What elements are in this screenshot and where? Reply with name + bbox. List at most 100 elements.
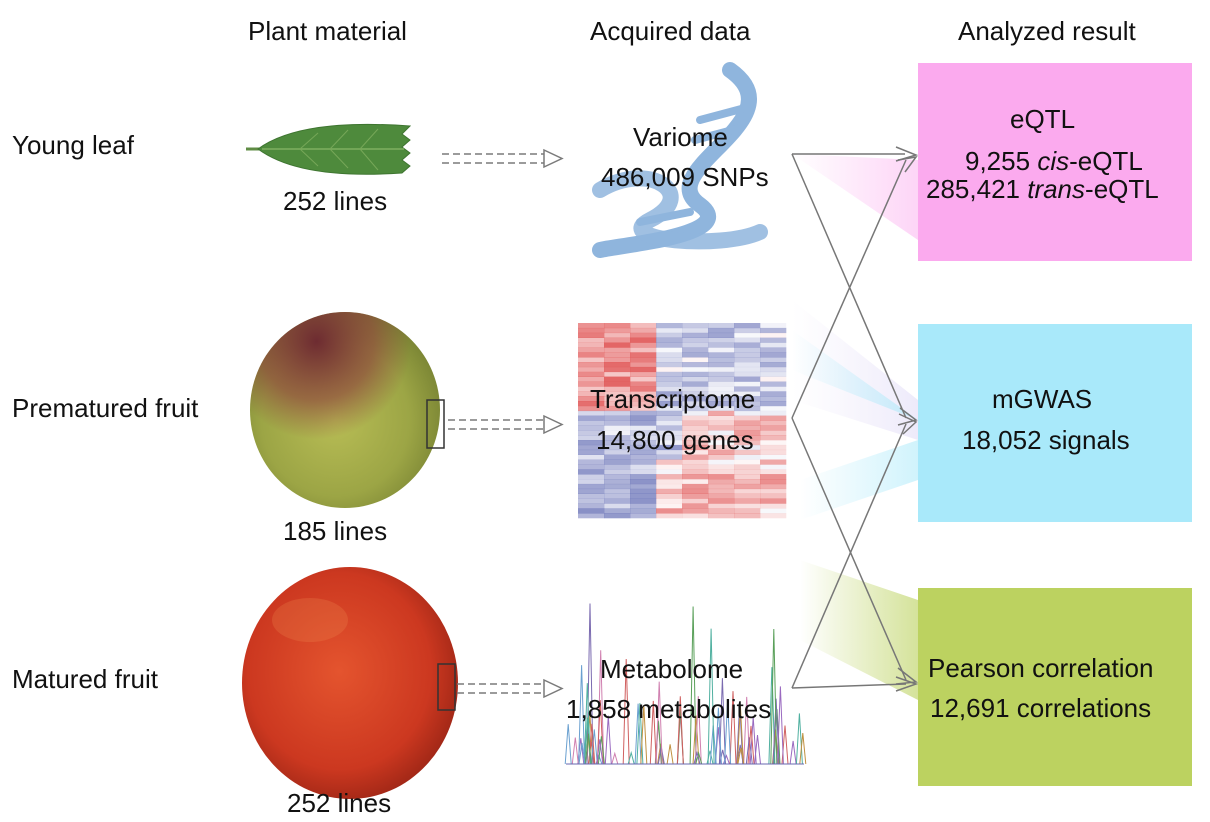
spectrum-peak	[657, 743, 665, 765]
eqtl-trans-line: 285,421 trans-eQTL	[926, 176, 1159, 202]
dashed-arrow-matured	[457, 678, 564, 699]
heatmap-cell	[734, 503, 761, 509]
spectrum-peak	[736, 702, 744, 765]
heatmap-cell	[682, 410, 709, 416]
heatmap-cell	[604, 474, 631, 480]
heatmap-cell	[682, 474, 709, 480]
heatmap-cell	[734, 376, 761, 382]
header-acquired-data: Acquired data	[590, 16, 751, 46]
heatmap-cell	[682, 420, 709, 426]
result-box-pearson	[918, 588, 1192, 786]
heatmap-cell	[708, 381, 735, 387]
heatmap-cell	[708, 386, 735, 392]
heatmap-cell	[604, 479, 631, 485]
heatmap-cell	[578, 396, 605, 402]
variome-title: Variome	[633, 122, 728, 152]
heatmap-cell	[656, 435, 683, 441]
heatmap-cell	[708, 488, 735, 494]
heatmap-cell	[734, 337, 761, 343]
heatmap-cell	[682, 435, 709, 441]
connection-fans	[792, 154, 918, 700]
heatmap-cell	[760, 405, 787, 412]
spectrum-peak	[768, 667, 776, 765]
heatmap-cell	[578, 435, 605, 441]
heatmap-cell	[708, 479, 735, 485]
heatmap-cell	[682, 483, 709, 490]
heatmap-cell	[682, 332, 709, 338]
heatmap-cell	[604, 464, 631, 470]
spectrum-peak	[676, 696, 684, 765]
heatmap-cell	[682, 376, 709, 382]
heatmap-cell	[682, 391, 709, 397]
heatmap-cell	[734, 327, 761, 334]
heatmap-cell	[656, 366, 683, 373]
heatmap-cell	[630, 362, 657, 368]
heatmap-cell	[630, 337, 657, 343]
heatmap-cell	[734, 405, 761, 412]
heatmap-cell	[578, 327, 605, 334]
heatmap-cell	[656, 342, 683, 348]
heatmap-cell	[578, 376, 605, 382]
result-box-eqtl	[918, 63, 1192, 261]
heatmap-cell	[734, 381, 761, 387]
heatmap-cell	[682, 366, 709, 373]
heatmap-cell	[656, 347, 683, 353]
spectrum-peak	[583, 683, 591, 765]
heatmap-cell	[682, 415, 709, 421]
transcriptome-count: 14,800 genes	[596, 425, 754, 455]
heatmap-cell	[578, 483, 605, 490]
heatmap-cell	[604, 401, 631, 407]
tissue-label-young-leaf: Young leaf	[12, 130, 134, 160]
heatmap-cell	[708, 410, 735, 416]
heatmap-cell	[708, 474, 735, 480]
heatmap-cell	[578, 323, 605, 329]
mass-spectrum-image	[564, 603, 807, 765]
heatmap-cell	[708, 430, 735, 436]
heatmap-cell	[734, 479, 761, 485]
heatmap-cell	[604, 391, 631, 397]
heatmap-cell	[734, 493, 761, 499]
heatmap-cell	[734, 342, 761, 348]
heatmap-cell	[682, 337, 709, 343]
tissue-label-matured-fruit: Matured fruit	[12, 664, 158, 694]
heatmap-cell	[708, 352, 735, 358]
heatmap-cell	[734, 386, 761, 392]
heatmap-cell	[604, 444, 631, 451]
heatmap-cell	[630, 381, 657, 387]
heatmap-cell	[578, 362, 605, 368]
dashed-arrow-prematured	[448, 414, 564, 435]
spectrum-peak	[627, 750, 635, 765]
heatmap-cell	[760, 459, 787, 465]
heatmap-cell	[604, 493, 631, 499]
spectrum-peak	[718, 678, 726, 765]
heatmap-cell	[682, 469, 709, 475]
heatmap-cell	[760, 469, 787, 475]
heatmap-cell	[604, 513, 631, 519]
heatmap-cell	[578, 371, 605, 377]
spectrum-peak	[640, 704, 648, 765]
spectrum-peak	[724, 700, 732, 765]
heatmap-cell	[656, 508, 683, 514]
heatmap-cell	[760, 352, 787, 358]
heatmap-cell	[604, 396, 631, 402]
spectrum-peak	[584, 733, 592, 765]
heatmap-cell	[656, 464, 683, 470]
heatmap-cell	[682, 347, 709, 353]
heatmap-cell	[630, 323, 657, 329]
heatmap-cell	[604, 323, 631, 329]
heatmap-cell	[604, 342, 631, 348]
heatmap-cell	[708, 435, 735, 441]
heatmap-cell	[734, 508, 761, 514]
heatmap-cell	[734, 332, 761, 338]
heatmap-cell	[630, 357, 657, 363]
heatmap-cell	[630, 396, 657, 402]
heatmap-cell	[630, 366, 657, 373]
heatmap-cell	[604, 440, 631, 446]
heatmap-cell	[682, 396, 709, 402]
heatmap-cell	[630, 449, 657, 455]
mgwas-count: 18,052 signals	[962, 425, 1130, 455]
heatmap-cell	[578, 332, 605, 338]
pearson-count: 12,691 correlations	[930, 693, 1152, 723]
spectrum-peak	[707, 628, 715, 765]
heatmap-cell	[630, 459, 657, 465]
